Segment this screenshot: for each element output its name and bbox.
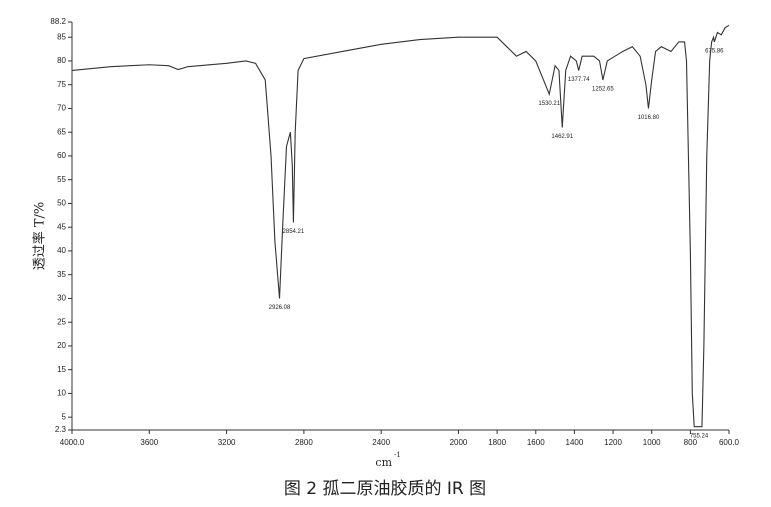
peak-label: 1530.21 (538, 101, 560, 107)
y-tick-label: 15 (57, 365, 66, 374)
x-tick-label: 2800 (295, 438, 313, 447)
y-tick-label: 35 (57, 270, 66, 279)
peak-label: 1252.65 (592, 87, 614, 93)
y-tick-label: 70 (57, 104, 66, 113)
peak-label: 1462.91 (551, 134, 573, 140)
x-axis-label: cm (375, 456, 392, 469)
x-tick-label: 4000.0 (60, 438, 85, 447)
y-tick-label: 20 (57, 341, 66, 350)
spectrum-line (71, 24, 730, 428)
peak-label: 675.86 (705, 49, 724, 55)
x-axis-label-superscript: -1 (394, 451, 401, 459)
peak-label: 2854.21 (283, 229, 305, 235)
x-tick-label: 600.0 (719, 438, 740, 447)
y-tick-label: 45 (57, 222, 66, 231)
caption: 图 2 孤二原油胶质的 IR 图 (284, 479, 486, 499)
y-tick-label: 2.3 (55, 425, 67, 434)
x-tick-label: 3600 (140, 438, 158, 447)
x-tick-label: 1600 (527, 438, 545, 447)
peak-label: 755.24 (690, 433, 709, 439)
y-tick-label: 88.2 (50, 17, 66, 26)
y-tick-label: 10 (57, 389, 66, 398)
x-tick-label: 2000 (450, 438, 468, 447)
x-tick-label: 800 (684, 438, 698, 447)
y-tick-label: 85 (57, 32, 66, 41)
peak-label: 2926.08 (269, 305, 291, 311)
y-tick-label: 55 (57, 175, 66, 184)
y-tick-label: 40 (57, 246, 66, 255)
x-tick-label: 2400 (372, 438, 390, 447)
x-tick-label: 1200 (604, 438, 622, 447)
y-tick-label: 30 (57, 294, 66, 303)
y-tick-label: 25 (57, 317, 66, 326)
y-tick-label: 80 (57, 56, 66, 65)
peak-label: 1377.74 (568, 77, 590, 83)
y-tick-label: 65 (57, 127, 66, 136)
y-tick-label: 5 (62, 412, 67, 421)
x-tick-label: 1800 (488, 438, 506, 447)
x-tick-label: 3200 (218, 438, 236, 447)
y-tick-label: 50 (57, 199, 66, 208)
x-tick-label: 1400 (566, 438, 584, 447)
peak-label: 1016.80 (638, 115, 660, 121)
y-tick-label: 75 (57, 80, 66, 89)
x-tick-label: 1000 (643, 438, 661, 447)
y-axis-label: 透过率 T/% (32, 202, 48, 271)
y-tick-label: 60 (57, 151, 66, 160)
